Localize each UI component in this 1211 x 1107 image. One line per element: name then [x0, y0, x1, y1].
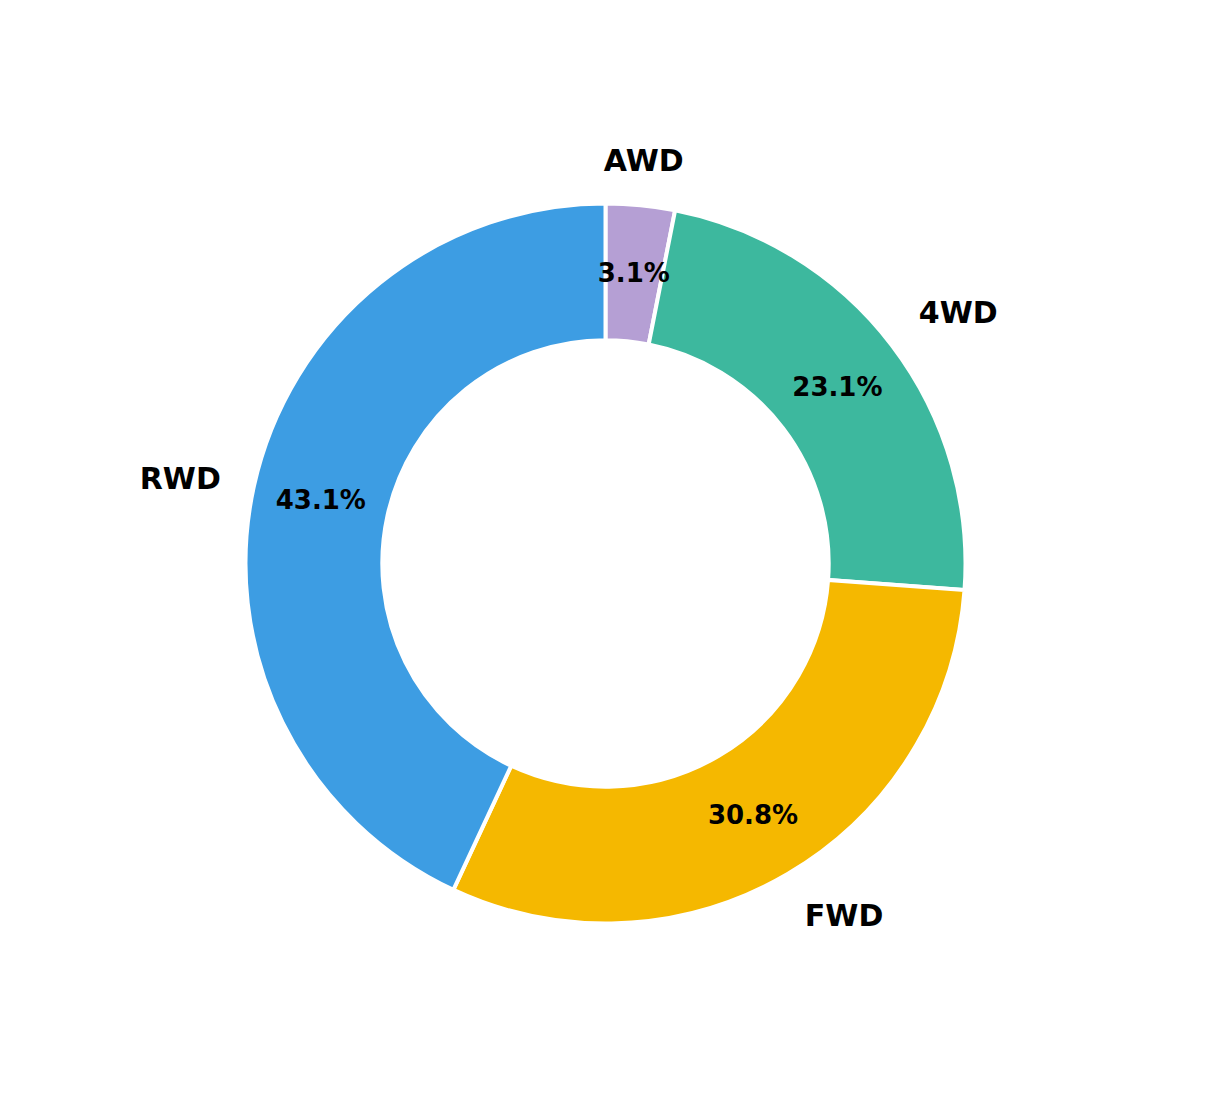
data-label: 3.1% — [598, 258, 670, 288]
category-label: 4WD — [919, 295, 998, 330]
labels: 3.1% AWD 23.1% 4WD 30.8% FWD 43.1% RWD — [140, 143, 998, 933]
data-label: 43.1% — [276, 485, 366, 515]
slices — [245, 204, 965, 924]
category-label: AWD — [604, 143, 684, 178]
slice — [453, 580, 964, 924]
category-label: RWD — [140, 461, 221, 496]
slice — [245, 204, 605, 890]
category-label: FWD — [805, 898, 884, 933]
data-label: 23.1% — [792, 372, 882, 402]
slice — [649, 210, 966, 590]
data-label: 30.8% — [708, 800, 798, 830]
chart: 3.1% AWD 23.1% 4WD 30.8% FWD 43.1% RWD — [0, 0, 1211, 1107]
